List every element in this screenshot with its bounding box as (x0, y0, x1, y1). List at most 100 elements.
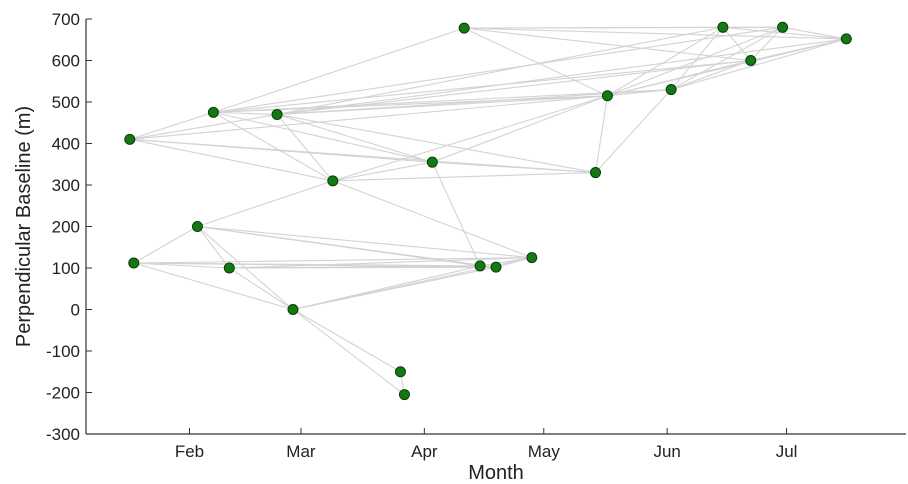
y-tick-label: 100 (52, 259, 80, 278)
connection-line (750, 26, 783, 61)
connection-line (463, 27, 608, 97)
connection-line (197, 226, 230, 269)
connection-line (276, 113, 596, 174)
connection-line (464, 27, 751, 62)
connection-line (197, 180, 333, 228)
connection-line (670, 26, 783, 91)
connection-line (479, 257, 532, 267)
data-point (840, 33, 852, 45)
data-point (271, 108, 283, 120)
data-point (207, 106, 219, 118)
connection-line (213, 111, 334, 182)
data-point (777, 21, 789, 33)
connection-line (670, 38, 847, 91)
data-point (287, 304, 299, 315)
connection-line (129, 138, 596, 174)
connection-line (133, 226, 198, 264)
connection-line (750, 38, 847, 62)
x-tick-label: Feb (175, 442, 204, 461)
data-point (717, 21, 729, 33)
connection-line (133, 262, 294, 311)
connection-line (332, 161, 433, 182)
data-point (327, 175, 339, 187)
data-point (490, 261, 502, 273)
data-point (745, 55, 757, 66)
connection-line (133, 257, 532, 264)
connection-line (332, 180, 533, 259)
connection-line (213, 111, 433, 163)
x-tick-label: Jun (653, 442, 680, 461)
connection-line (129, 113, 278, 140)
data-point (665, 84, 677, 96)
y-tick-label: -200 (46, 384, 80, 403)
y-tick-label: 400 (52, 135, 80, 154)
connection-line (464, 27, 847, 40)
connection-line (277, 59, 751, 115)
connection-line (670, 59, 751, 91)
connection-line (594, 95, 608, 173)
connection-line (276, 114, 334, 182)
data-point (601, 90, 613, 102)
connection-line (276, 26, 723, 115)
x-tick-label: Jul (776, 442, 798, 461)
connection-line (670, 26, 724, 90)
connection-line (229, 266, 497, 269)
axes (85, 19, 906, 435)
connection-line (276, 38, 847, 115)
data-point (124, 133, 136, 145)
connection-line (432, 161, 596, 174)
connection-lines (129, 26, 847, 396)
y-ticks: -300 -200 -100 0 100 200 300 400 500 600 700 (46, 10, 92, 444)
connection-line (213, 59, 751, 113)
connection-line (213, 111, 278, 115)
x-tick-label: Apr (411, 442, 438, 461)
connection-line (129, 111, 214, 140)
connection-line (722, 26, 752, 61)
x-ticks: Feb Mar Apr May Jun Jul (175, 428, 798, 461)
y-tick-label: 500 (52, 93, 80, 112)
connection-line (229, 257, 532, 269)
data-point (526, 252, 538, 264)
y-tick-label: -100 (46, 342, 80, 361)
connection-line (129, 95, 608, 140)
connection-line (229, 267, 294, 310)
data-point (458, 22, 470, 34)
connection-line (595, 89, 672, 173)
data-point (590, 167, 602, 179)
connection-line (782, 26, 847, 40)
data-point (426, 156, 438, 168)
y-axis-title: Perpendicular Baseline (m) (13, 106, 35, 347)
connection-line (607, 26, 724, 97)
connection-line (332, 172, 596, 182)
connection-line (432, 95, 608, 163)
data-points (124, 21, 852, 401)
x-tick-label: Mar (286, 442, 316, 461)
data-point (474, 260, 486, 272)
connection-line (197, 225, 532, 259)
data-point (128, 257, 140, 269)
data-point (398, 389, 410, 401)
data-point (394, 366, 406, 378)
connection-line (292, 309, 401, 373)
data-point (223, 262, 235, 274)
y-tick-label: 200 (52, 218, 80, 237)
connection-line (133, 262, 230, 269)
x-tick-label: May (528, 442, 561, 461)
y-tick-label: -300 (46, 425, 80, 444)
connection-line (213, 89, 672, 113)
connection-line (213, 27, 465, 113)
connection-line (495, 257, 532, 268)
connection-line (431, 161, 481, 267)
connection-line (292, 309, 405, 396)
x-axis-title: Month (468, 462, 524, 484)
connection-line (722, 26, 847, 40)
y-tick-label: 600 (52, 52, 80, 71)
y-tick-label: 300 (52, 176, 80, 195)
y-tick-label: 700 (52, 10, 80, 29)
connection-line (332, 95, 608, 182)
y-tick-label: 0 (71, 301, 80, 320)
connection-line (276, 113, 433, 163)
connection-line (607, 89, 672, 97)
connection-line (129, 138, 333, 182)
